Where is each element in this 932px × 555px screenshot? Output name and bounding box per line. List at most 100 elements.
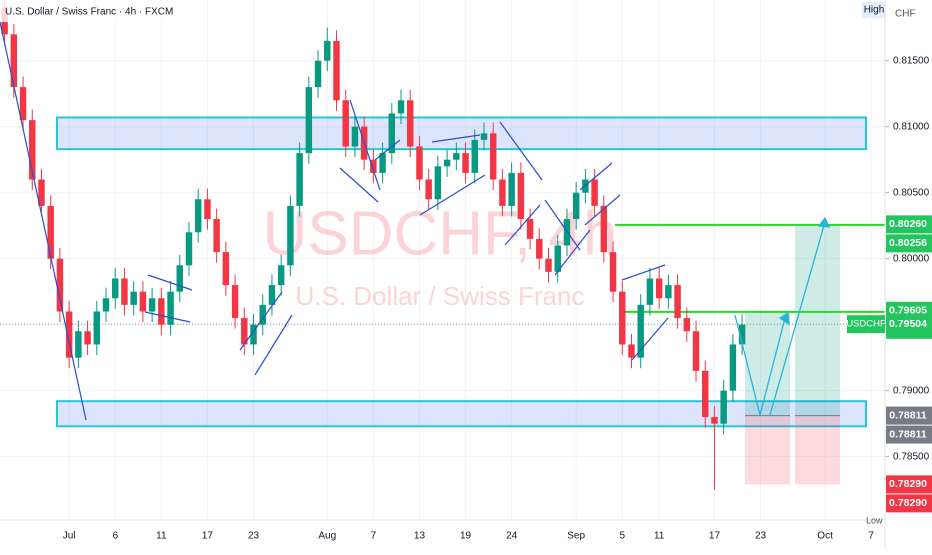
price-label: 0.78290: [889, 497, 927, 509]
candle-body: [167, 291, 174, 325]
x-tick-label: 19: [460, 531, 472, 542]
candle-body: [425, 179, 432, 200]
position-profit: [795, 224, 840, 416]
candle-body: [711, 417, 718, 424]
candle-body: [416, 146, 423, 180]
candle-body: [453, 153, 460, 160]
x-tick-label: 11: [654, 531, 665, 542]
candle-body: [176, 265, 183, 292]
candle-body: [637, 304, 644, 358]
candle-body: [508, 172, 515, 206]
candle-body: [277, 265, 285, 286]
candle-body: [194, 199, 202, 233]
x-tick-label: Oct: [817, 531, 833, 542]
watermark-subtitle: U.S. Dollar / Swiss Franc: [296, 281, 585, 311]
candle-body: [609, 252, 617, 292]
high-box[interactable]: [862, 2, 886, 18]
header-bg: [0, 0, 200, 22]
position-loss: [795, 415, 840, 485]
candle-body: [646, 278, 654, 305]
candle-body: [692, 331, 700, 371]
candle-body: [545, 258, 552, 272]
candle-body: [351, 126, 359, 147]
x-tick-label: Jul: [63, 531, 76, 542]
y-tick-label: 0.78500: [893, 451, 930, 462]
price-label: 0.78811: [889, 409, 927, 421]
price-label: 0.78811: [889, 428, 927, 440]
y-tick-label: 0.80000: [893, 253, 930, 264]
x-tick-label: 23: [755, 531, 767, 542]
y-tick-label: 0.80500: [893, 187, 930, 198]
candle-body: [259, 304, 266, 325]
candle-body: [93, 311, 101, 345]
x-tick-label: 7: [371, 531, 377, 542]
candle-body: [231, 285, 239, 319]
x-tick-label: 6: [112, 531, 118, 542]
price-label-bg: [886, 425, 932, 444]
currency: CHF: [895, 9, 916, 20]
candle-body: [397, 100, 405, 114]
candle-body: [665, 285, 672, 299]
projection-arrows: [734, 216, 831, 416]
candle-body: [674, 285, 681, 319]
x-tick-label: 24: [506, 531, 518, 542]
candle-body: [434, 166, 442, 200]
candle-body: [213, 219, 220, 253]
candle-body: [314, 60, 322, 88]
symbol-tag: USDCHF: [846, 319, 886, 330]
candle-body: [130, 291, 137, 305]
candle-body: [222, 252, 230, 286]
candle-body: [29, 120, 36, 180]
candle-body: [683, 318, 691, 332]
x-tick-label: 7: [868, 531, 874, 542]
candle-body: [185, 232, 193, 266]
candle-body: [572, 192, 580, 220]
candle-body: [554, 245, 561, 272]
price-label: 0.78290: [889, 478, 927, 490]
candle-body: [591, 179, 598, 206]
chart-title: U.S. Dollar / Swiss Franc · 4h · FXCM: [5, 7, 173, 18]
candle-body: [499, 179, 506, 206]
candle-body: [443, 159, 451, 167]
price-label: 0.80260: [889, 218, 927, 230]
candle-body: [517, 172, 525, 220]
candle-body: [324, 40, 331, 61]
price-label-bg: [886, 234, 932, 253]
axis-header[interactable]: High: [864, 5, 885, 16]
candle-body: [148, 298, 156, 312]
zone: [56, 116, 867, 151]
candle-body: [56, 258, 64, 312]
x-axis: [0, 520, 885, 550]
candle-body: [333, 40, 340, 101]
candle-body: [287, 205, 294, 266]
x-tick-label: Sep: [567, 531, 585, 542]
last-price-bg: [886, 315, 932, 334]
candle-body: [305, 87, 313, 154]
candle-body: [379, 153, 386, 173]
candle-body: [112, 278, 119, 299]
candle-body: [480, 133, 488, 140]
candle-body: [720, 390, 727, 424]
x-tick-label: 13: [414, 531, 426, 542]
position-loss: [745, 415, 790, 485]
last-price-label: 0.79504: [889, 318, 927, 330]
symbol-tag-bg: [847, 315, 885, 334]
candle-body: [204, 199, 211, 220]
candle-body: [342, 100, 349, 147]
candle-body: [655, 278, 663, 299]
candle-body: [619, 291, 626, 345]
price-label-bg: [886, 494, 932, 513]
price-label-bg: [886, 406, 932, 425]
candle-body: [65, 311, 73, 358]
candle-body: [600, 205, 608, 253]
candle-body: [102, 298, 110, 312]
candle-body: [370, 159, 377, 173]
candle-body: [10, 34, 18, 88]
candle-body: [241, 318, 248, 345]
candle-body: [536, 238, 543, 259]
price-label: 0.79605: [889, 305, 927, 317]
axis-footer: Low: [866, 515, 883, 525]
x-tick-label: 11: [156, 531, 167, 542]
candle-body: [628, 344, 635, 358]
